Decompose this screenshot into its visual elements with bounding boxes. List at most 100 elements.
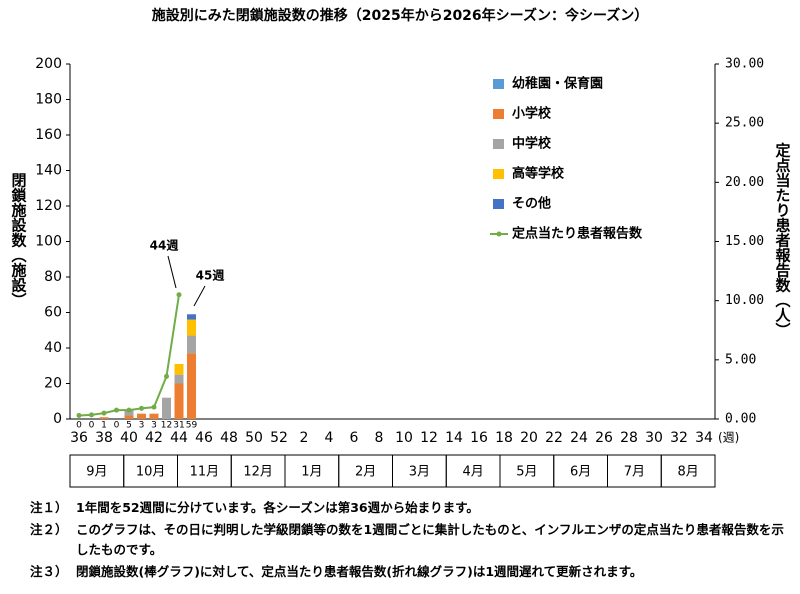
y-tick-label: 40 [44, 340, 62, 356]
bar-segment [137, 413, 146, 419]
x-tick-label: 14 [445, 430, 463, 446]
y2-tick-label: 10.00 [725, 293, 764, 308]
x-tick-label: 48 [220, 430, 238, 446]
y-tick-label: 200 [35, 56, 62, 72]
line-point [151, 404, 157, 410]
note: 注２） このグラフは、その日に判明した学級閉鎖等の数を1週間ごとに集計したものと、… [30, 520, 790, 560]
line-point [89, 412, 94, 418]
month-label: 4月 [462, 465, 483, 480]
x-unit: (週) [718, 431, 739, 445]
x-tick-label: 12 [420, 430, 438, 446]
y-tick-label: 180 [35, 92, 62, 108]
y2-tick-label: 15.00 [725, 234, 764, 249]
month-label: 12月 [243, 465, 273, 480]
x-tick-label: 4 [325, 430, 334, 446]
note: 注３） 閉鎖施設数(棒グラフ)に対して、定点当たり患者報告数(折れ線グラフ)は1週… [30, 562, 790, 582]
y-tick-label: 60 [44, 305, 62, 321]
y2-tick-label: 25.00 [725, 116, 764, 131]
y2-tick-label: 20.00 [725, 175, 764, 190]
annotation: 45週 [196, 268, 225, 283]
chart-title: 施設別にみた閉鎖施設数の推移（2025年から2026年シーズン：今シーズン） [152, 7, 649, 24]
legend-point [496, 231, 502, 237]
total-label: 0 [114, 421, 120, 431]
y-tick-label: 160 [35, 127, 62, 143]
x-tick-label: 30 [645, 430, 663, 446]
month-label: 8月 [677, 465, 698, 480]
note: 注１） 1年間を52週間に分けています。各シーズンは第36週から始まります。 [30, 498, 790, 518]
y-axis-title: 閉鎖施設数（施設） [10, 173, 28, 308]
y-tick-label: 20 [44, 376, 62, 392]
y2-tick-label: 0.00 [725, 412, 756, 427]
y-tick-label: 120 [35, 198, 62, 214]
legend-swatch [493, 199, 504, 209]
bar-segment [149, 413, 159, 419]
line-point [164, 373, 169, 379]
bar-segment [124, 410, 134, 416]
bar-segment [174, 363, 184, 375]
x-tick-label: 2 [300, 430, 309, 446]
bar-segment [187, 319, 196, 336]
chart: 施設別にみた閉鎖施設数の推移（2025年から2026年シーズン：今シーズン） 閉… [10, 7, 792, 488]
bar-segment [187, 314, 196, 320]
total-label: 0 [76, 421, 82, 431]
legend-label: 中学校 [512, 136, 552, 152]
total-label: 59 [186, 421, 198, 431]
line-point [114, 407, 119, 413]
x-tick-label: 10 [395, 430, 413, 446]
x-tick-label: 52 [270, 430, 288, 446]
annotation-arrow [193, 285, 206, 307]
x-tick-label: 6 [350, 430, 359, 446]
total-label: 31 [173, 421, 184, 431]
month-label: 5月 [516, 465, 537, 480]
legend-label: 定点当たり患者報告数 [511, 226, 643, 242]
legend-swatch [493, 139, 504, 149]
legend-swatch [493, 169, 504, 179]
line-point [126, 407, 132, 413]
legend-label: 小学校 [512, 106, 552, 122]
note-label: 注２） [30, 522, 68, 537]
bar-segment [99, 417, 109, 419]
month-label: 10月 [136, 465, 166, 480]
y2-tick-label: 30.00 [725, 57, 764, 72]
bar-segment [124, 415, 134, 419]
total-label: 12 [161, 421, 172, 431]
total-label: 3 [151, 421, 157, 431]
note-label: 注３） [30, 564, 68, 579]
month-label: 1月 [301, 465, 322, 480]
x-tick-label: 32 [670, 430, 688, 446]
total-label: 5 [126, 421, 132, 431]
month-cell [660, 454, 716, 488]
line-point [176, 292, 182, 298]
legend-label: 幼稚園・保育園 [512, 76, 603, 92]
bar-segment [187, 353, 196, 419]
note-label: 注１） [30, 500, 68, 515]
y-tick-label: 0 [53, 411, 62, 427]
y2-tick-label: 5.00 [725, 352, 756, 367]
x-tick-label: 22 [545, 430, 563, 446]
month-label: 6月 [570, 465, 591, 480]
x-tick-label: 28 [620, 430, 638, 446]
note-text: このグラフは、その日に判明した学級閉鎖等の数を1週間ごとに集計したものと、インフ… [76, 522, 784, 557]
y2-axis-title: 定点当たり患者報告数（人） [774, 142, 792, 338]
total-label: 0 [89, 421, 95, 431]
annotation-arrow [167, 255, 177, 289]
x-tick-label: 40 [120, 430, 138, 446]
annotation: 44週 [150, 238, 179, 253]
x-tick-label: 44 [170, 430, 188, 446]
x-tick-label: 20 [520, 430, 538, 446]
x-tick-label: 50 [245, 430, 263, 446]
y-tick-label: 140 [35, 163, 62, 179]
month-label: 7月 [624, 465, 645, 480]
y-tick-label: 100 [35, 234, 62, 250]
legend-swatch [493, 109, 504, 119]
bar-segment [187, 335, 196, 354]
month-label: 2月 [355, 465, 376, 480]
month-label: 3月 [409, 465, 430, 480]
bar-segment [174, 383, 184, 419]
x-tick-label: 24 [570, 430, 588, 446]
legend-label: その他 [512, 196, 551, 212]
note-text: 閉鎖施設数(棒グラフ)に対して、定点当たり患者報告数(折れ線グラフ)は1週間遅れ… [76, 564, 643, 579]
y-tick-label: 80 [44, 269, 62, 285]
x-tick-label: 36 [70, 430, 88, 446]
